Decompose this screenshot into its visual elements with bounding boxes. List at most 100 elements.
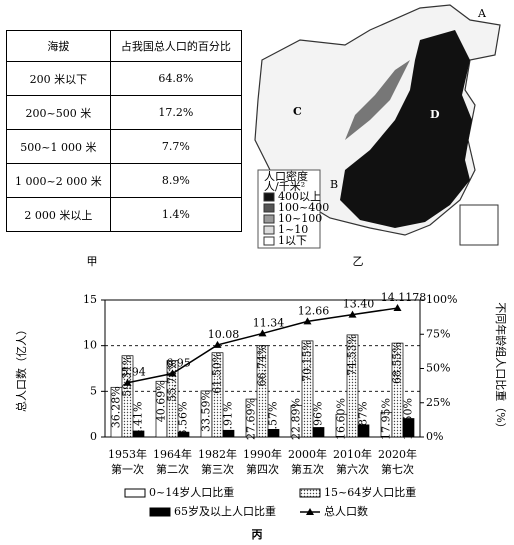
table-cell: 500~1 000 米: [6, 129, 111, 164]
y-tick-label: 0: [90, 430, 97, 443]
line-label: 5.94: [121, 366, 146, 379]
table-cell: 7.7%: [109, 129, 243, 164]
bar-label: 5.57%: [267, 402, 280, 437]
medium-region: [345, 60, 410, 140]
bar-label: 36.28%: [110, 386, 123, 428]
bar-label: 17.95%: [380, 398, 393, 440]
legend-swatch: [149, 507, 171, 517]
bar-label: 4.41%: [132, 402, 145, 437]
table-cell: 2 000 米以上: [6, 197, 111, 232]
map-label: C: [293, 105, 302, 118]
bar-label: 22.89%: [290, 398, 303, 440]
table-cell: 1.4%: [109, 197, 243, 232]
table-cell: 64.8%: [109, 61, 243, 96]
map-label: A: [477, 7, 487, 20]
bar-label: 6.96%: [312, 402, 325, 437]
caption: 乙: [353, 255, 364, 268]
bar-label: 27.69%: [245, 398, 258, 440]
bar: [346, 334, 359, 438]
bar-label: 66.74%: [256, 345, 269, 387]
legend-swatch: [263, 203, 275, 213]
legend-title: 人口密度: [264, 169, 308, 183]
y-tick-label: 15: [83, 293, 97, 306]
y-tick-label: 5: [90, 384, 97, 397]
bar: [121, 355, 134, 438]
y2-tick-label: 25%: [426, 396, 450, 409]
bar: [301, 340, 314, 438]
table-row: 200~500 米 17.2%: [6, 95, 243, 130]
legend-label: 15~64岁人口比重: [324, 485, 416, 499]
legend-swatch: [263, 214, 275, 224]
bar-label: 33.59%: [200, 390, 213, 432]
y2-tick-label: 50%: [426, 362, 450, 375]
legend-label: 10~100: [278, 212, 322, 225]
table-row: 2 000 米以上 1.4%: [6, 197, 243, 232]
line-marker: [393, 304, 402, 312]
x-tick-label: 2020年: [378, 447, 417, 461]
legend-swatch: [263, 225, 275, 235]
x-tick-label: 1990年: [243, 447, 282, 461]
y2-tick-label: 75%: [426, 327, 450, 340]
table-row: 1 000~2 000 米 8.9%: [6, 163, 243, 198]
map-label: D: [430, 108, 440, 121]
x-tick-sublabel: 第一次: [111, 462, 144, 476]
bar-label: 3.56%: [177, 402, 190, 437]
bar-label: 16.60%: [335, 398, 348, 440]
line-label: 14.1178: [381, 291, 427, 304]
x-tick-sublabel: 第四次: [246, 462, 279, 476]
table-row: 200 米以下 64.8%: [6, 61, 243, 96]
legend-label: 400以上: [278, 190, 321, 203]
legend-label: 1以下: [278, 234, 307, 247]
bar: [132, 430, 145, 438]
bar: [211, 352, 224, 438]
legend-label: 1~10: [278, 223, 308, 236]
line-label: 10.08: [208, 328, 240, 341]
header-row: 海拔 占我国总人口的百分比: [6, 30, 243, 62]
bar-label: 59.31%: [121, 355, 134, 397]
bar-label: 70.15%: [301, 340, 314, 382]
legend-label: 总人口数: [324, 504, 368, 518]
line-marker: [168, 369, 177, 377]
bar: [256, 345, 269, 438]
y2-tick-label: 0%: [426, 430, 443, 443]
dense-region: [340, 30, 472, 228]
bar-label: 68.55%: [391, 342, 404, 384]
line-marker: [258, 329, 267, 337]
altitude-table: 海拔 占我国总人口的百分比 200 米以下 64.8% 200~500 米 17.2%…: [6, 30, 243, 232]
caption: 甲: [87, 255, 98, 268]
x-tick-label: 2010年: [333, 447, 372, 461]
line-marker: [348, 310, 357, 318]
x-tick-sublabel: 第七次: [381, 462, 414, 476]
table-cell: 17.2%: [109, 95, 243, 130]
x-tick-sublabel: 第五次: [291, 462, 324, 476]
x-tick-label: 1982年: [198, 447, 237, 461]
legend-swatch: [124, 488, 146, 498]
bar-label: 40.69%: [155, 380, 168, 422]
x-tick-sublabel: 第三次: [201, 462, 234, 476]
line-marker: [123, 378, 132, 386]
bar: [402, 418, 415, 438]
bar-label: 13.50%: [402, 398, 415, 440]
y2-tick-label: 100%: [426, 293, 457, 306]
legend-swatch: [299, 488, 321, 498]
header-cell: 海拔: [6, 30, 111, 62]
legend-swatch: [263, 192, 275, 202]
x-tick-label: 1964年: [153, 447, 192, 461]
bar: [177, 431, 190, 438]
table-cell: 1 000~2 000 米: [6, 163, 111, 198]
bar-label: 4.91%: [222, 402, 235, 437]
bar-label: 74.53%: [346, 334, 359, 376]
y2-axis-label: 不同年龄组人口比重（%）: [494, 302, 508, 433]
legend-label: 65岁及以上人口比重: [174, 504, 276, 518]
bar: [391, 342, 404, 438]
x-tick-sublabel: 第六次: [336, 462, 369, 476]
y-axis-label: 总人口数（亿人）: [14, 324, 28, 412]
table-body: 200 米以下 64.8% 200~500 米 17.2% 500~1 000 米 7.7…: [6, 61, 243, 232]
map-label: B: [330, 178, 338, 191]
bar-label: 55.75%: [166, 360, 179, 402]
legend-swatch: [263, 236, 275, 246]
